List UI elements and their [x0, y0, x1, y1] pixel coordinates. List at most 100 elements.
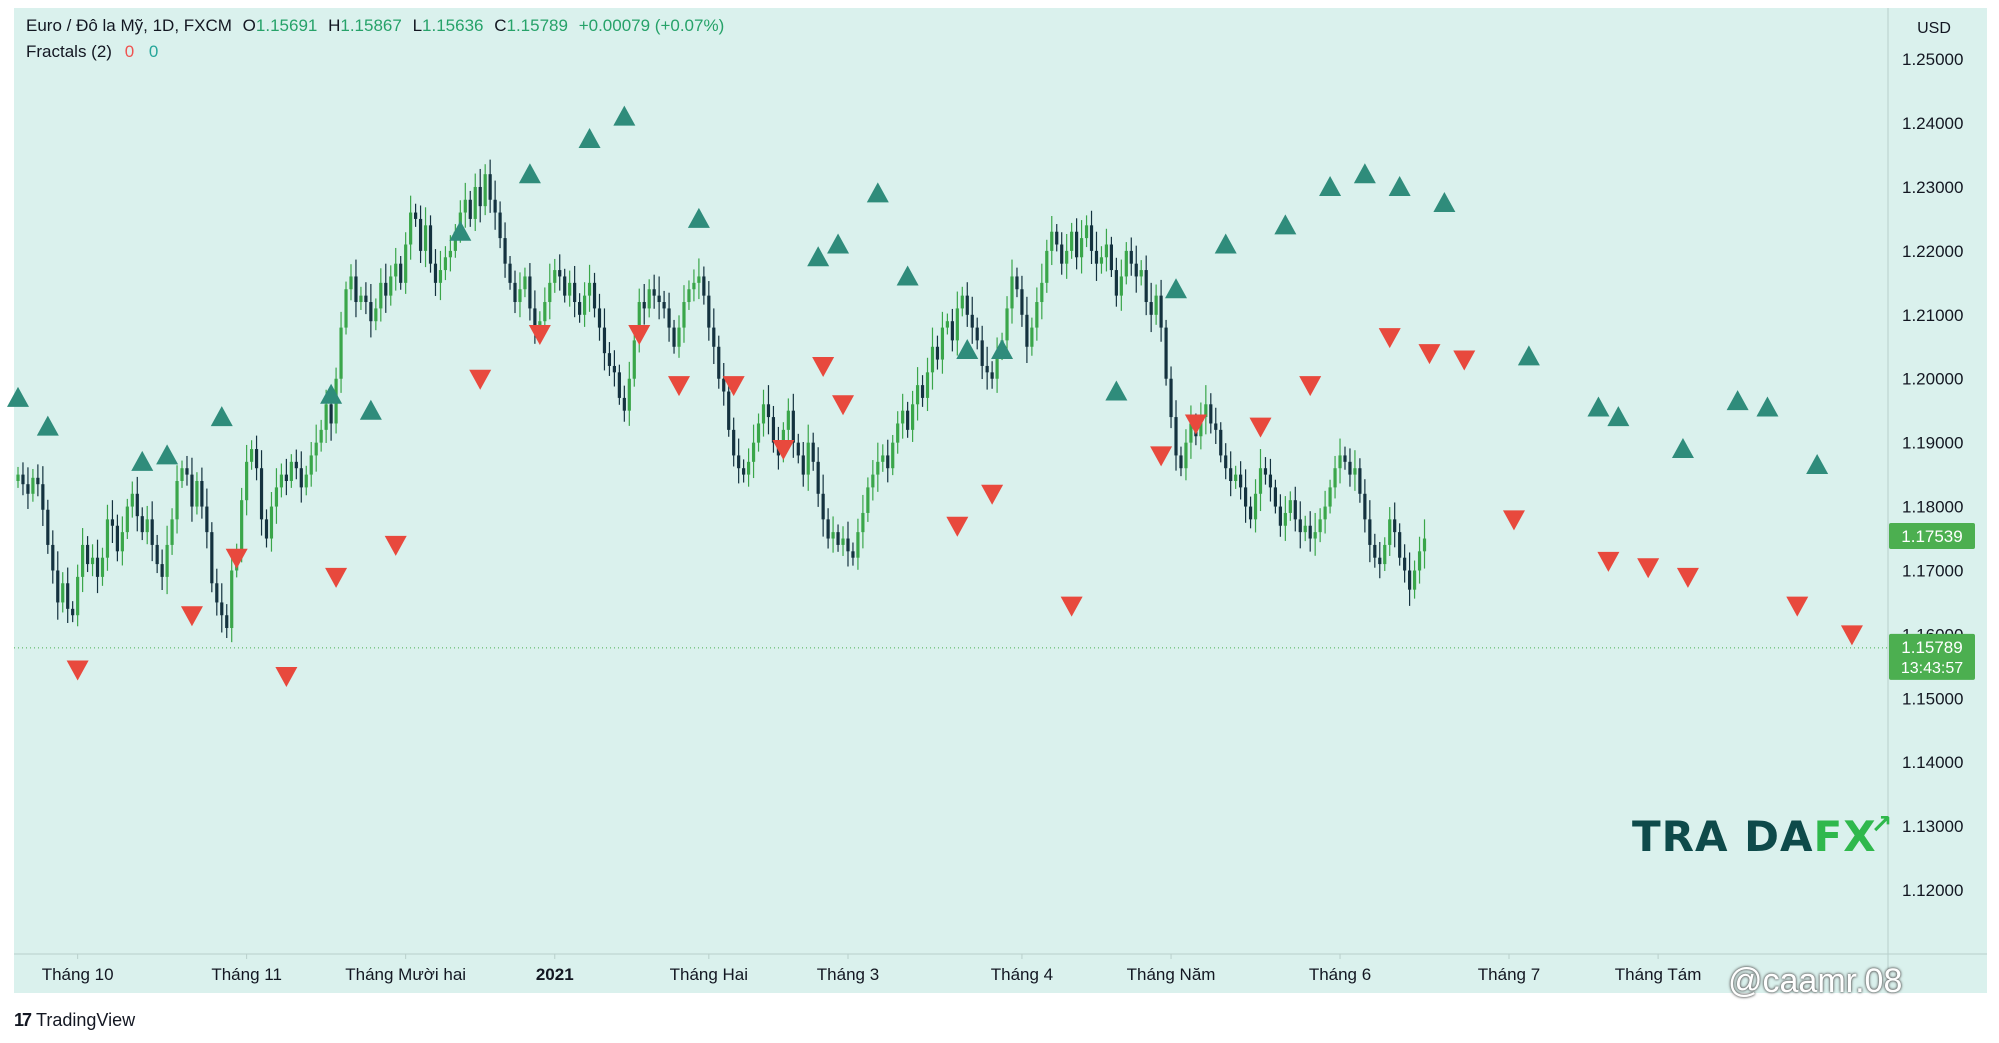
- candle-body: [81, 544, 85, 577]
- candle-body: [528, 276, 532, 309]
- candle-body: [881, 455, 885, 462]
- tradingview-footer[interactable]: 17 TradingView: [14, 1010, 135, 1031]
- candle: [175, 465, 179, 534]
- y-tick-label: 1.21000: [1902, 306, 1963, 325]
- fractal-down-marker: [1150, 446, 1173, 467]
- candle: [940, 311, 945, 374]
- fractal-up-marker: [578, 128, 601, 149]
- candle-body: [185, 468, 189, 475]
- candle-body: [205, 506, 209, 533]
- candle: [647, 279, 651, 318]
- candle: [498, 201, 502, 249]
- candle-body: [1079, 238, 1084, 258]
- fractal-up-marker: [1353, 163, 1376, 184]
- candle: [906, 401, 910, 438]
- candle: [1164, 319, 1168, 386]
- fractal-down-marker: [722, 376, 745, 397]
- candle: [1298, 501, 1302, 549]
- candle-body: [831, 532, 835, 539]
- candle-body: [642, 302, 646, 309]
- candle-body: [742, 468, 746, 475]
- candle: [627, 361, 631, 426]
- candle: [945, 313, 949, 335]
- candle: [677, 315, 681, 358]
- change-value: +0.00079 (+0.07%): [578, 16, 725, 35]
- candle-body: [1318, 519, 1322, 533]
- candle: [394, 247, 398, 291]
- candle: [438, 250, 443, 301]
- candle: [1388, 507, 1392, 556]
- candle-body: [1204, 404, 1208, 418]
- watermark-fx: FX: [1813, 812, 1877, 861]
- candle: [130, 481, 134, 518]
- candle-body: [1154, 295, 1158, 315]
- candle-body: [1045, 250, 1049, 283]
- candle-body: [1383, 544, 1387, 565]
- candle: [215, 568, 219, 616]
- x-tick-label: Tháng 4: [991, 965, 1053, 984]
- candle-body: [1179, 455, 1183, 469]
- candle-body: [920, 385, 925, 398]
- candle-body: [612, 365, 616, 373]
- candle-body: [587, 282, 592, 296]
- candle: [861, 494, 865, 549]
- candle-body: [1338, 455, 1342, 469]
- candle: [1010, 259, 1014, 324]
- candle-body: [299, 468, 303, 488]
- candle-body: [110, 519, 115, 526]
- price-tag: [1889, 633, 1975, 680]
- candle-body: [866, 487, 870, 513]
- candle: [249, 440, 254, 470]
- candle: [632, 331, 636, 387]
- candle-body: [379, 282, 383, 309]
- candle: [652, 274, 656, 309]
- candle-body: [925, 372, 930, 398]
- candle: [846, 521, 850, 567]
- candle-body: [359, 295, 363, 303]
- candle-body: [1114, 270, 1118, 296]
- watermark-tra: TRA: [1632, 812, 1729, 861]
- fractal-up-marker: [518, 163, 541, 184]
- candle: [811, 432, 815, 471]
- candle-body: [1134, 263, 1138, 277]
- candle: [1035, 287, 1039, 341]
- candle: [1422, 519, 1427, 569]
- candle: [259, 450, 264, 536]
- candle-body: [418, 218, 423, 251]
- indicator-header[interactable]: Fractals (2) 0 0: [26, 42, 158, 62]
- candle: [284, 458, 288, 496]
- high-label: H: [328, 16, 341, 35]
- candle: [409, 195, 413, 260]
- fractal-up-marker: [1165, 278, 1188, 299]
- candle-body: [130, 493, 134, 507]
- candle-body: [548, 282, 552, 303]
- candle: [975, 317, 979, 350]
- candle: [1179, 446, 1183, 477]
- candle-body: [1343, 455, 1347, 462]
- candle-body: [1323, 506, 1327, 520]
- indicator-name[interactable]: Fractals (2): [26, 42, 112, 61]
- candle-body: [240, 500, 244, 552]
- candle-body: [1149, 302, 1153, 315]
- candle: [309, 442, 313, 487]
- candle-body: [657, 295, 661, 303]
- candle-body: [637, 302, 641, 341]
- candle: [230, 554, 234, 643]
- candle-body: [51, 544, 55, 571]
- candle-body: [389, 276, 393, 296]
- candle: [553, 258, 557, 293]
- candle-body: [727, 391, 731, 430]
- candle-body: [652, 289, 656, 296]
- candle: [831, 516, 835, 553]
- candle-body: [165, 544, 169, 577]
- candle: [1134, 245, 1138, 293]
- candle-body: [473, 186, 477, 219]
- candle: [732, 417, 736, 467]
- candle-body: [1243, 487, 1248, 507]
- candle-body: [1298, 519, 1302, 533]
- fractal-up-marker: [1726, 390, 1749, 411]
- candle: [1229, 451, 1233, 497]
- candle: [682, 285, 686, 343]
- fractal-down-marker: [1637, 558, 1660, 579]
- candle-body: [1278, 506, 1282, 526]
